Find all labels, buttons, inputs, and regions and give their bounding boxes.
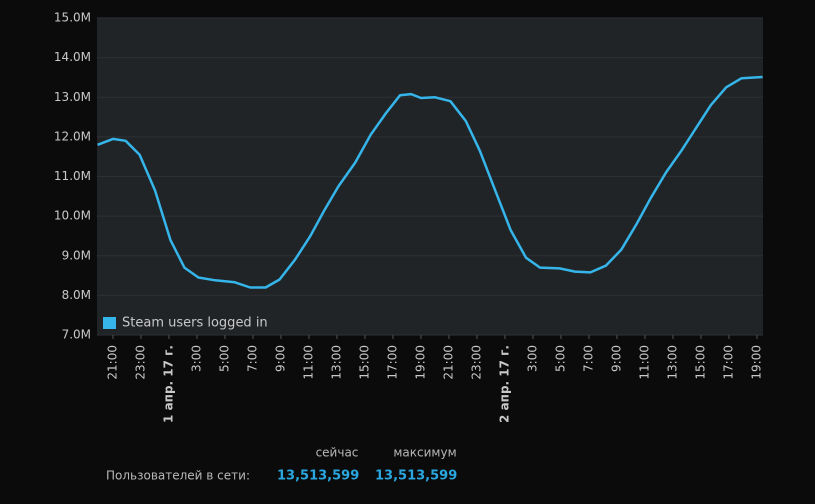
y-tick-label: 8.0M [62,288,91,302]
y-tick-label: 12.0M [54,129,91,143]
x-tick-label: 5:00 [217,345,231,372]
x-tick-label: 15:00 [693,345,707,380]
x-tick-label: 21:00 [105,345,119,380]
x-tick-label: 7:00 [581,345,595,372]
summary-label: Пользователей в сети: [106,469,250,483]
y-tick-label: 9.0M [62,248,91,262]
y-tick-label: 13.0M [54,90,91,104]
y-tick-label: 11.0M [54,169,91,183]
x-tick-label: 5:00 [553,345,567,372]
x-tick-label: 3:00 [189,345,203,372]
x-tick-label: 13:00 [665,345,679,380]
summary-value: 13,513,599 [277,469,359,484]
y-tick-label: 15.0M [54,11,91,25]
summary-value: 13,513,599 [375,469,457,484]
x-tick-label: 11:00 [637,345,651,380]
x-tick-label: 9:00 [273,345,287,372]
x-tick-label: 23:00 [133,345,147,380]
x-tick-label: 15:00 [357,345,371,380]
x-tick-label: 19:00 [749,345,763,380]
x-tick-label: 3:00 [525,345,539,372]
x-tick-label: 1 апр. 17 г. [161,345,175,423]
summary-header: максимум [393,446,456,460]
legend-swatch [103,317,116,329]
x-tick-label: 2 апр. 17 г. [497,345,511,423]
x-tick-label: 9:00 [609,345,623,372]
x-tick-label: 17:00 [385,345,399,380]
line [97,75,763,289]
y-tick-label: 7.0M [62,328,91,342]
x-tick-label: 7:00 [245,345,259,372]
x-tick-label: 13:00 [329,345,343,380]
x-tick-label: 17:00 [721,345,735,380]
y-tick-label: 14.0M [54,50,91,64]
x-tick-label: 21:00 [441,345,455,380]
x-tick-label: 11:00 [301,345,315,380]
x-tick-label: 23:00 [469,345,483,380]
x-tick-label: 19:00 [413,345,427,380]
y-tick-label: 10.0M [54,209,91,223]
legend-label: Steam users logged in [122,316,268,331]
summary-header: сейчас [316,446,359,460]
